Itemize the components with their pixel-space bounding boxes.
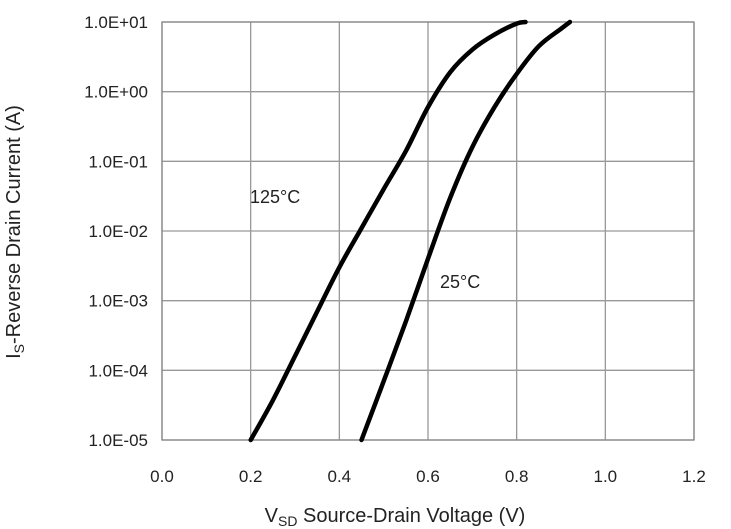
- y-axis-label-sub: S: [11, 344, 27, 353]
- x-axis-label-sub: SD: [278, 513, 297, 529]
- x-tick-label: 1.2: [682, 467, 706, 486]
- y-tick-label: 1.0E-03: [88, 292, 148, 311]
- x-tick-label: 0.2: [239, 467, 263, 486]
- series-line-25c: [359, 19, 573, 443]
- x-tick-label: 0.8: [505, 467, 529, 486]
- y-tick-labels: 1.0E-05 1.0E-04 1.0E-03 1.0E-02 1.0E-01 1.0E+…: [84, 13, 148, 450]
- series-line-125c: [248, 19, 528, 443]
- y-tick-label: 1.0E-04: [88, 361, 148, 380]
- y-tick-label: 1.0E-02: [88, 222, 148, 241]
- x-tick-label: 0.0: [150, 467, 174, 486]
- y-axis-label: IS-Reverse Drain Current (A): [3, 105, 27, 359]
- y-tick-label: 1.0E+01: [84, 13, 148, 32]
- annotation-125c: 125°C: [250, 187, 300, 207]
- y-axis-label-rest: -Reverse Drain Current (A): [3, 105, 25, 344]
- x-tick-label: 1.0: [594, 467, 618, 486]
- x-tick-labels: 0.0 0.2 0.4 0.6 0.8 1.0 1.2: [150, 467, 706, 486]
- y-tick-label: 1.0E-05: [88, 431, 148, 450]
- x-axis-label: VSD Source-Drain Voltage (V): [265, 505, 526, 529]
- x-axis-label-rest: Source-Drain Voltage (V): [297, 505, 525, 527]
- y-tick-label: 1.0E+00: [84, 83, 148, 102]
- x-tick-label: 0.6: [416, 467, 440, 486]
- plot-frame: [161, 21, 695, 441]
- y-tick-label: 1.0E-01: [88, 152, 148, 171]
- series-lines: [248, 19, 573, 443]
- x-axis-label-main: V: [265, 505, 279, 527]
- x-tick-label: 0.4: [328, 467, 352, 486]
- annotation-25c: 25°C: [440, 272, 480, 292]
- y-axis-label-main: I: [3, 353, 25, 359]
